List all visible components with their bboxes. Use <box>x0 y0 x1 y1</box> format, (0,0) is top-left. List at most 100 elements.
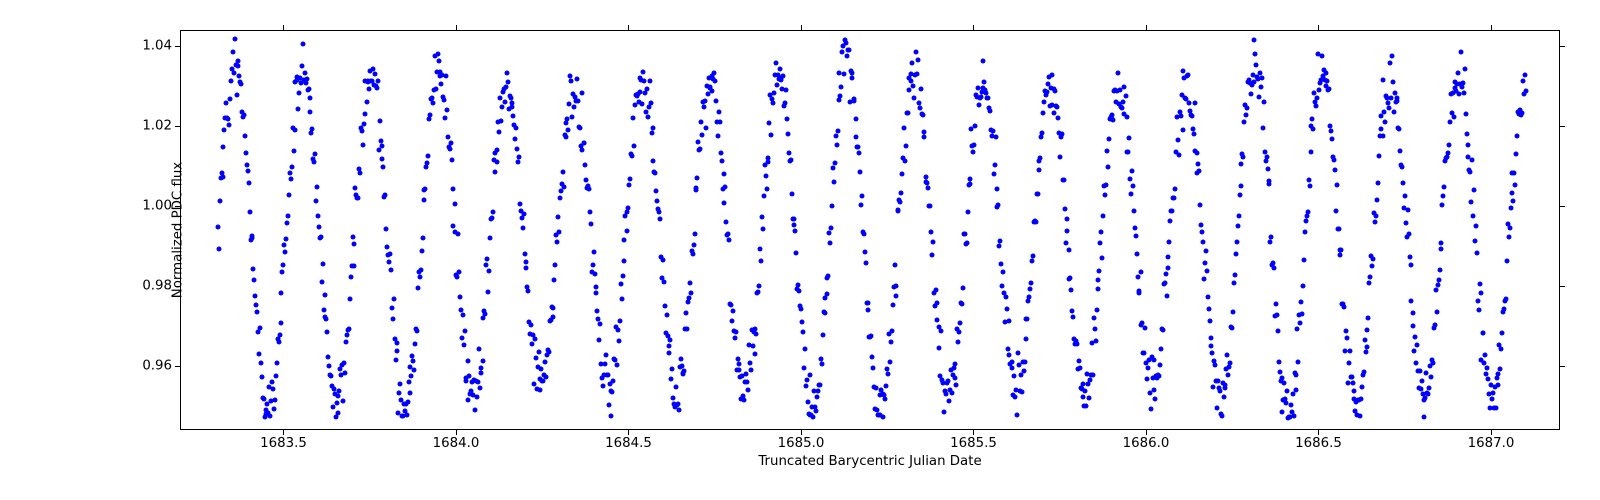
data-point <box>1374 197 1379 202</box>
data-point <box>1426 391 1431 396</box>
data-point <box>1460 80 1465 85</box>
y-tick-mark-right <box>1560 286 1565 287</box>
data-point <box>628 177 633 182</box>
data-point <box>953 376 958 381</box>
data-point <box>1007 353 1012 358</box>
data-point <box>1223 386 1228 391</box>
data-point <box>673 384 678 389</box>
data-point <box>278 321 283 326</box>
data-point <box>1380 134 1385 139</box>
data-point <box>832 160 837 165</box>
x-tick-mark <box>973 430 974 435</box>
data-point <box>1180 128 1185 133</box>
data-point <box>394 348 399 353</box>
data-point <box>684 310 689 315</box>
data-point <box>1010 366 1015 371</box>
data-point <box>1342 305 1347 310</box>
data-point <box>618 282 623 287</box>
data-point <box>361 121 366 126</box>
data-point <box>474 395 479 400</box>
data-point <box>839 84 844 89</box>
data-point <box>814 408 819 413</box>
data-point <box>646 105 651 110</box>
data-point <box>360 142 365 147</box>
data-point <box>1451 114 1456 119</box>
data-point <box>898 199 903 204</box>
data-point <box>1436 277 1441 282</box>
y-tick-label: 1.02 <box>140 119 172 134</box>
data-point <box>1395 99 1400 104</box>
data-point <box>286 192 291 197</box>
data-point <box>937 346 942 351</box>
data-point <box>393 357 398 362</box>
data-point <box>533 355 538 360</box>
data-point <box>1496 383 1501 388</box>
data-point <box>758 247 763 252</box>
data-point <box>786 151 791 156</box>
data-point <box>342 370 347 375</box>
data-point <box>788 158 793 163</box>
data-point <box>1260 126 1265 131</box>
data-point <box>411 358 416 363</box>
data-point <box>698 147 703 152</box>
data-point <box>459 335 464 340</box>
data-point <box>406 380 411 385</box>
data-point <box>487 269 492 274</box>
data-point <box>849 76 854 81</box>
data-point <box>724 220 729 225</box>
data-point <box>1468 169 1473 174</box>
data-point <box>1102 193 1107 198</box>
data-point <box>1105 164 1110 169</box>
data-point <box>1160 328 1165 333</box>
data-point <box>884 383 889 388</box>
data-point <box>1143 325 1148 330</box>
data-point <box>555 239 560 244</box>
data-point <box>480 358 485 363</box>
data-point <box>1429 375 1434 380</box>
data-point <box>1068 276 1073 281</box>
data-point <box>844 53 849 58</box>
data-point <box>1038 156 1043 161</box>
data-point <box>1352 388 1357 393</box>
data-point <box>350 234 355 239</box>
data-point <box>1483 353 1488 358</box>
data-point <box>824 292 829 297</box>
data-point <box>1461 91 1466 96</box>
data-point <box>747 360 752 365</box>
data-point <box>328 374 333 379</box>
data-point <box>420 236 425 241</box>
data-point <box>405 399 410 404</box>
data-point <box>817 382 822 387</box>
data-point <box>645 115 650 120</box>
data-point <box>1023 337 1028 342</box>
data-point <box>597 338 602 343</box>
data-point <box>671 395 676 400</box>
data-point <box>428 112 433 117</box>
data-point <box>500 105 505 110</box>
data-point <box>1344 329 1349 334</box>
data-point <box>1310 116 1315 121</box>
data-point <box>1228 360 1233 365</box>
data-point <box>319 279 324 284</box>
data-point <box>853 134 858 139</box>
data-point <box>504 70 509 75</box>
data-point <box>1094 307 1099 312</box>
data-point <box>1135 275 1140 280</box>
data-point <box>464 378 469 383</box>
y-axis-label: Normalized PDC flux <box>171 162 186 298</box>
data-point <box>1036 168 1041 173</box>
data-point <box>1035 191 1040 196</box>
data-point <box>575 98 580 103</box>
data-point <box>398 381 403 386</box>
data-point <box>251 266 256 271</box>
data-point <box>893 294 898 299</box>
data-point <box>306 86 311 91</box>
data-point <box>1333 209 1338 214</box>
data-point <box>1127 136 1132 141</box>
data-point <box>655 198 660 203</box>
data-point <box>1005 346 1010 351</box>
data-point <box>991 172 996 177</box>
data-point <box>513 137 518 142</box>
data-point <box>971 149 976 154</box>
data-point <box>1263 159 1268 164</box>
